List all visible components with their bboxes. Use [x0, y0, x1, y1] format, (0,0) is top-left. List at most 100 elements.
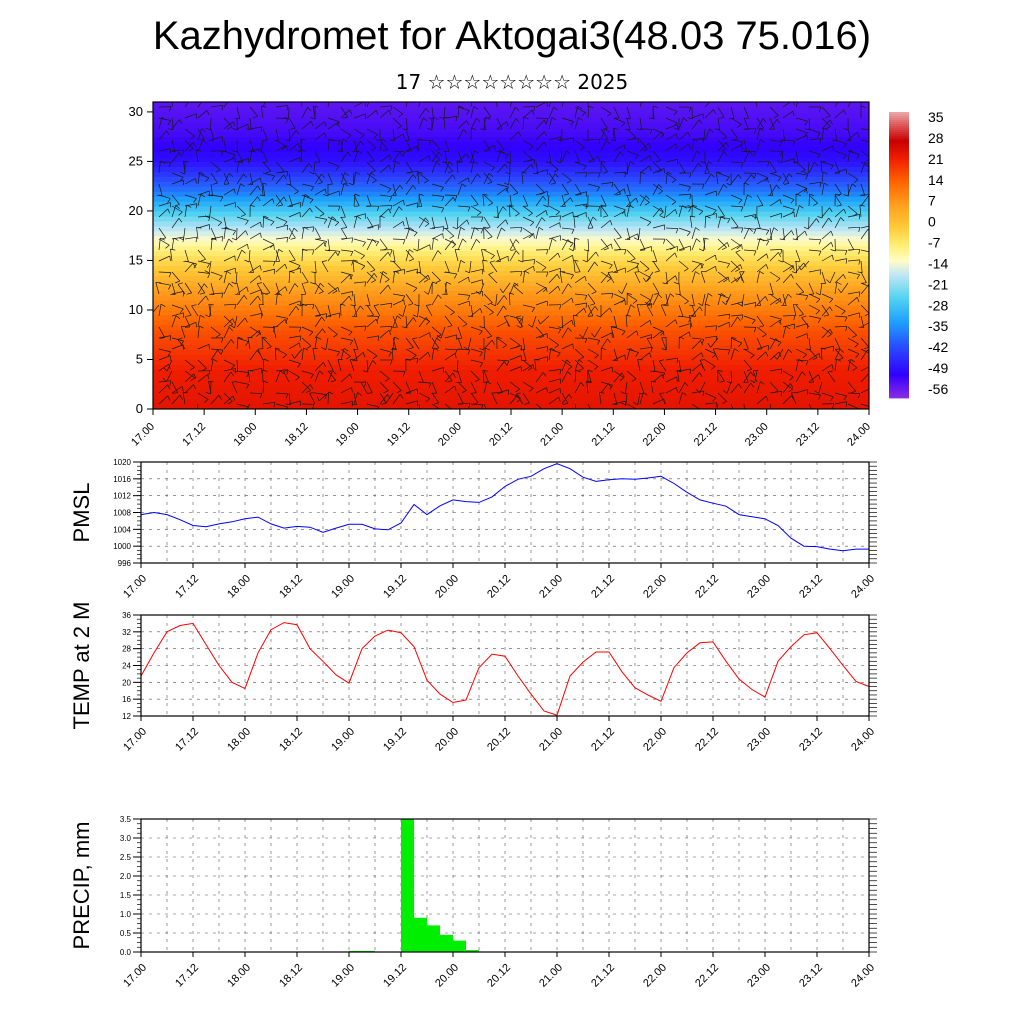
wind-barb [717, 151, 724, 163]
wind-barb [444, 196, 454, 207]
wind-barb [417, 238, 420, 252]
wind-barb-flag [347, 151, 351, 157]
wind-barb [808, 337, 811, 350]
wind-barb [171, 139, 176, 152]
wind-barb-flag [735, 268, 740, 272]
x-tick-label: 21.12 [589, 962, 617, 990]
wind-barb [457, 315, 468, 325]
wind-barb-flag [338, 205, 341, 211]
wind-barb [613, 249, 627, 251]
wind-barb-flag [258, 330, 262, 336]
wind-barb-flag [503, 182, 509, 186]
wind-barb-flag [435, 148, 441, 152]
wind-barb-flag [295, 376, 300, 381]
wind-barb [509, 394, 519, 405]
wind-barb [184, 373, 195, 383]
wind-barb-flag [791, 271, 797, 274]
wind-barb-flag [599, 391, 605, 394]
wind-barb-flag [277, 292, 283, 296]
wind-barb [730, 244, 742, 251]
wind-barb [171, 152, 180, 163]
wind-barb-flag [780, 391, 783, 397]
wind-barb-flag [351, 403, 357, 406]
wind-barb [418, 244, 430, 251]
colorbar-swatch [889, 252, 909, 255]
wind-barb [288, 260, 301, 266]
wind-barb-flag [285, 406, 288, 409]
wind-barb-flag [452, 372, 456, 378]
colorbar-swatch [889, 328, 909, 331]
wind-barb [600, 271, 612, 279]
wind-barb-flag [546, 387, 548, 393]
wind-barb [860, 271, 867, 283]
colorbar-swatch [889, 356, 909, 359]
wind-barb [730, 216, 739, 227]
wind-barb [301, 348, 304, 361]
wind-barb [639, 195, 647, 207]
wind-barb [223, 282, 230, 295]
wind-barb [223, 150, 236, 156]
wind-barb [769, 282, 774, 295]
wind-barb-flag [312, 249, 315, 255]
x-tick-label: 19.12 [381, 962, 409, 990]
wind-barb-flag [654, 270, 660, 273]
wind-barb-flag [437, 250, 442, 255]
wind-barb [522, 233, 534, 240]
wind-barb [860, 282, 869, 287]
wind-barb [418, 271, 429, 280]
wind-barb [496, 255, 509, 262]
wind-barb-flag [290, 259, 296, 262]
wind-barb [197, 224, 210, 229]
wind-barb-flag [814, 161, 819, 167]
wind-barb-flag [206, 110, 210, 116]
colorbar-swatch [889, 142, 909, 145]
wind-barb-flag [624, 354, 626, 360]
wind-barb [743, 403, 745, 409]
y-tick-label: 24 [122, 662, 131, 671]
wind-barb [184, 370, 196, 379]
wind-barb [730, 161, 744, 164]
wind-barb [652, 207, 661, 218]
wind-barb-flag [408, 258, 414, 262]
wind-barb-flag [852, 334, 857, 338]
wind-barb-flag [461, 183, 467, 188]
wind-barb-flag [575, 369, 581, 373]
wind-barb [210, 394, 220, 405]
wind-barb [691, 113, 704, 119]
colorbar-swatch [889, 360, 909, 363]
wind-barb [327, 370, 333, 383]
wind-barb [699, 381, 706, 393]
temperature-band [153, 151, 869, 158]
wind-barb-flag [562, 403, 568, 405]
wind-barb-flag [178, 217, 183, 223]
wind-barb [652, 282, 660, 294]
colorbar-swatch [889, 226, 909, 229]
wind-barb [262, 244, 274, 251]
wind-barb-flag [496, 336, 502, 339]
wind-barb-flag [830, 230, 834, 236]
wind-barb-flag [754, 214, 757, 220]
wind-barb-flag [364, 325, 367, 331]
wind-barb-flag [793, 161, 799, 164]
wind-barb-flag [713, 109, 717, 115]
temperature-band [153, 176, 869, 182]
wind-barb [392, 117, 402, 127]
wind-barb [431, 326, 442, 335]
wind-barb-flag [801, 371, 806, 376]
colorbar-swatch [889, 334, 909, 337]
wind-barb [610, 326, 615, 339]
wind-barb-flag [175, 280, 180, 284]
x-tick-label: 22.12 [692, 421, 720, 449]
wind-barb-flag [452, 197, 456, 202]
wind-barb [483, 117, 486, 130]
wind-barb [769, 183, 774, 196]
wind-barb [652, 168, 665, 174]
wind-barb-flag [715, 266, 717, 272]
wind-barb-flag [720, 216, 726, 220]
wind-barb-flag [533, 159, 536, 165]
x-tick-label: 17.12 [173, 573, 201, 601]
wind-barb-flag [765, 396, 769, 402]
wind-barb-flag [205, 391, 211, 395]
wind-barb-flag [309, 199, 314, 204]
wind-barb-flag [372, 239, 377, 244]
